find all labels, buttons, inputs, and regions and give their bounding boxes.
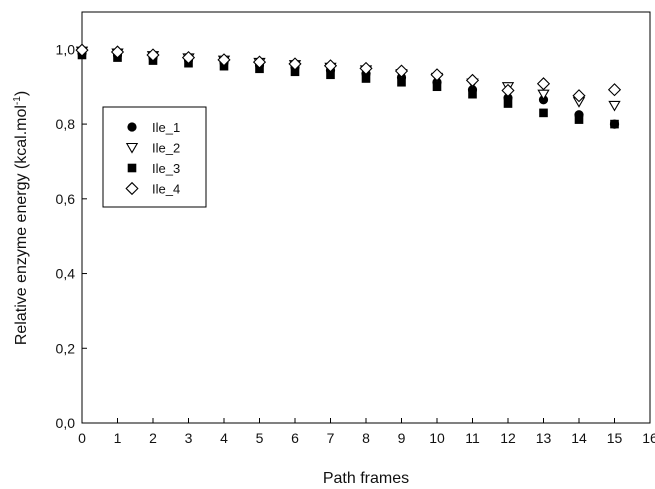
x-axis: 0 1 2 3 4 5 6 7 8 9 10 11 12 13 14 15 16 xyxy=(78,418,655,446)
legend-marker xyxy=(125,142,139,154)
y-tick-label: 0,2 xyxy=(56,340,76,356)
data-point xyxy=(503,99,513,108)
x-tick-label: 15 xyxy=(607,430,623,446)
y-tick-label: 0,8 xyxy=(56,116,76,132)
legend-marker xyxy=(127,163,137,173)
y-axis-title-superscript: -1 xyxy=(12,96,23,105)
data-point xyxy=(465,73,480,87)
data-point xyxy=(432,82,442,92)
data-point xyxy=(252,55,267,69)
x-tick-label: 14 xyxy=(571,430,587,446)
data-point xyxy=(326,70,335,80)
data-point xyxy=(359,61,373,75)
data-point xyxy=(536,77,551,91)
legend-label: Ile_4 xyxy=(152,182,180,197)
data-point xyxy=(75,43,89,57)
data-point xyxy=(394,64,409,78)
x-tick-label: 11 xyxy=(465,430,480,446)
x-tick-label: 1 xyxy=(114,430,122,446)
data-point xyxy=(397,77,406,87)
x-tick-label: 8 xyxy=(362,430,370,446)
y-axis-title: Relative enzyme energy (kcal.mol-1) xyxy=(12,91,30,345)
x-tick-label: 10 xyxy=(429,430,445,446)
x-tick-label: 5 xyxy=(256,430,264,446)
legend-box xyxy=(102,106,207,208)
data-point xyxy=(501,83,515,98)
x-tick-label: 6 xyxy=(291,430,299,446)
legend-marker xyxy=(127,122,137,132)
data-point xyxy=(323,59,338,73)
x-tick-label: 4 xyxy=(220,430,228,446)
legend-label: Ile_1 xyxy=(152,120,180,135)
y-tick-label: 1,0 xyxy=(56,41,76,57)
data-point xyxy=(610,119,619,129)
data-point xyxy=(146,48,160,62)
series-ile-4 xyxy=(75,43,622,103)
data-point xyxy=(608,100,621,112)
data-point xyxy=(572,89,586,103)
data-point xyxy=(361,74,371,83)
data-point xyxy=(217,53,231,67)
data-point xyxy=(110,45,125,59)
x-tick-label: 9 xyxy=(398,430,406,446)
data-point xyxy=(290,67,300,77)
x-tick-label: 16 xyxy=(642,430,655,446)
x-tick-label: 12 xyxy=(500,430,516,446)
legend-label: Ile_2 xyxy=(152,141,180,156)
data-point xyxy=(574,115,584,124)
data-point xyxy=(468,89,477,99)
data-point xyxy=(607,83,622,97)
x-axis-title: Path frames xyxy=(323,470,409,487)
y-axis-title-close: ) xyxy=(13,91,30,96)
x-tick-label: 2 xyxy=(149,430,157,446)
data-points xyxy=(75,43,622,129)
x-tick-label: 13 xyxy=(536,430,552,446)
data-point xyxy=(288,57,302,71)
y-axis-title-main: Relative enzyme energy (kcal.mol xyxy=(13,105,30,345)
x-tick-label: 0 xyxy=(78,430,86,446)
data-point xyxy=(181,51,196,65)
y-tick-label: 0,0 xyxy=(56,415,76,431)
legend-item: Ile_4 xyxy=(125,181,180,197)
legend-item: Ile_2 xyxy=(125,141,180,156)
y-tick-label: 0,4 xyxy=(56,266,76,282)
x-tick-label: 7 xyxy=(327,430,335,446)
data-point xyxy=(255,64,264,74)
series-ile-2 xyxy=(75,46,621,112)
y-tick-label: 0,6 xyxy=(56,191,76,207)
data-point xyxy=(430,68,444,82)
legend-item: Ile_3 xyxy=(127,161,180,176)
x-tick-label: 3 xyxy=(185,430,193,446)
data-point xyxy=(539,108,548,118)
y-axis: 0,0 0,2 0,4 0,6 0,8 1,0 xyxy=(56,41,87,431)
legend-label: Ile_3 xyxy=(152,161,180,176)
legend-item: Ile_1 xyxy=(127,120,180,135)
legend-marker xyxy=(125,181,139,196)
legend: Ile_1 Ile_2 Ile_3 Ile_4 xyxy=(102,106,207,208)
